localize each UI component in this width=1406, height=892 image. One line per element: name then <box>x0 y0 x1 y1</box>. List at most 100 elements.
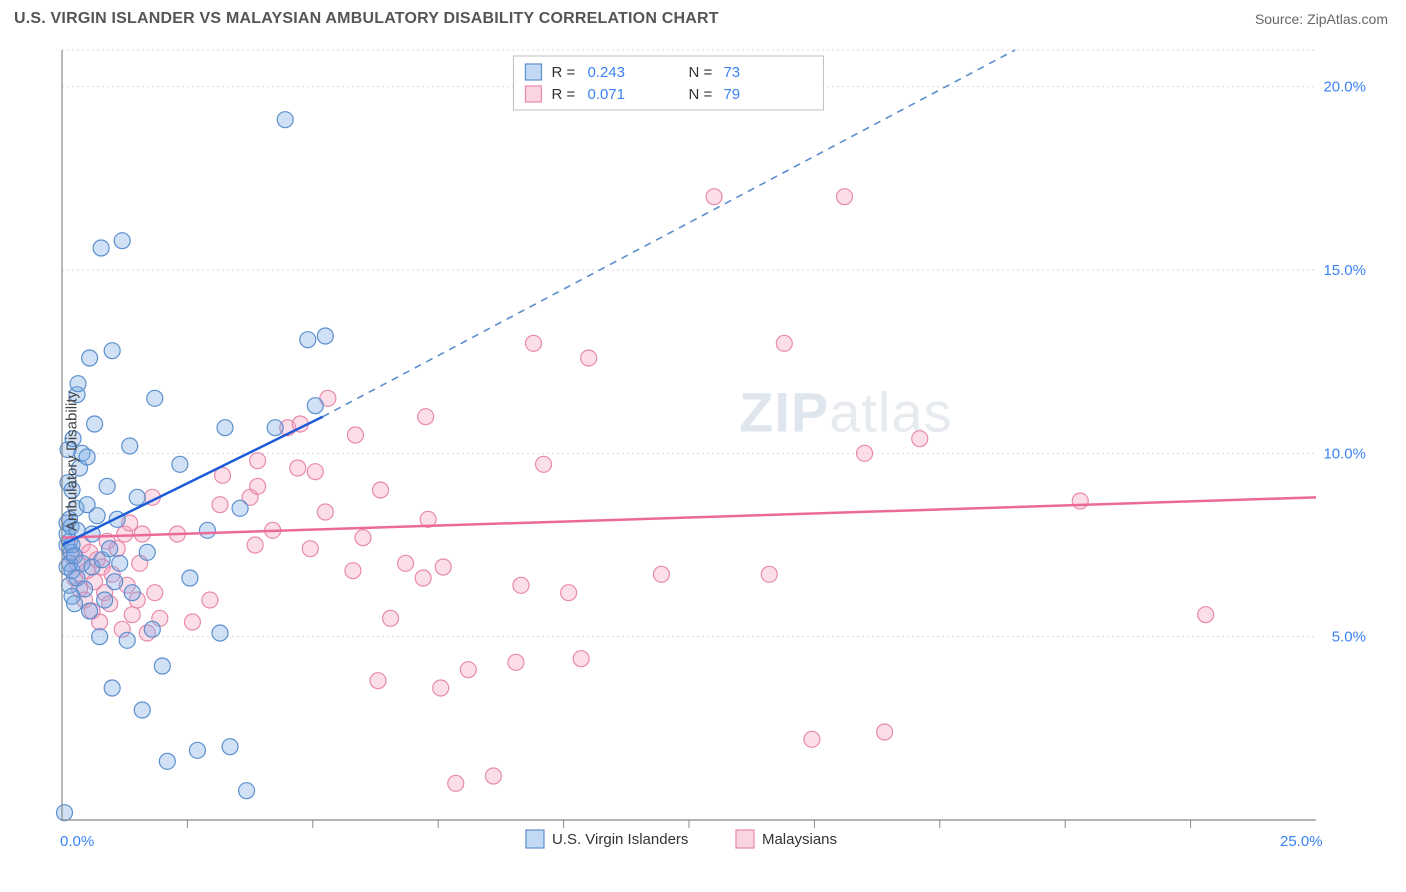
legend-label-a: U.S. Virgin Islanders <box>552 831 688 848</box>
y-tick-label: 10.0% <box>1323 445 1366 462</box>
data-point <box>147 390 163 406</box>
data-point <box>212 625 228 641</box>
data-point <box>302 541 318 557</box>
data-point <box>373 482 389 498</box>
data-point <box>857 445 873 461</box>
data-point <box>836 189 852 205</box>
data-point <box>526 335 542 351</box>
data-point <box>250 453 266 469</box>
data-point <box>415 570 431 586</box>
data-point <box>536 456 552 472</box>
data-point <box>347 427 363 443</box>
data-point <box>448 775 464 791</box>
chart-area: Ambulatory Disability ZIPatlas0.0%25.0%5… <box>14 38 1392 884</box>
svg-text:0.243: 0.243 <box>587 64 625 81</box>
data-point <box>317 504 333 520</box>
data-point <box>93 240 109 256</box>
data-point <box>307 464 323 480</box>
x-tick-start: 0.0% <box>60 833 94 850</box>
data-point <box>1072 493 1088 509</box>
data-point <box>433 680 449 696</box>
data-point <box>77 581 93 597</box>
data-point <box>460 662 476 678</box>
data-point <box>398 555 414 571</box>
data-point <box>139 544 155 560</box>
data-point <box>300 332 316 348</box>
data-point <box>383 610 399 626</box>
data-point <box>247 537 263 553</box>
series-legend: U.S. Virgin Islanders Malaysians <box>526 830 837 848</box>
data-point <box>112 555 128 571</box>
data-point <box>1198 607 1214 623</box>
data-point <box>172 456 188 472</box>
data-point <box>119 632 135 648</box>
legend-r-a: R = <box>551 64 575 81</box>
data-point <box>307 398 323 414</box>
data-point <box>239 783 255 799</box>
data-point <box>67 596 83 612</box>
data-point <box>653 566 669 582</box>
svg-text:0.071: 0.071 <box>587 86 625 103</box>
data-point <box>212 497 228 513</box>
data-point <box>144 621 160 637</box>
data-point <box>124 607 140 623</box>
legend-label-b: Malaysians <box>762 831 837 848</box>
data-point <box>92 629 108 645</box>
data-point <box>508 654 524 670</box>
scatter-chart: ZIPatlas0.0%25.0%5.0%10.0%15.0%20.0%R = … <box>14 38 1374 878</box>
chart-title: U.S. VIRGIN ISLANDER VS MALAYSIAN AMBULA… <box>14 10 719 28</box>
data-point <box>317 328 333 344</box>
data-point <box>129 489 145 505</box>
data-point <box>147 585 163 601</box>
data-point <box>102 541 118 557</box>
data-point <box>290 460 306 476</box>
y-axis-label: Ambulatory Disability <box>64 391 81 531</box>
data-point <box>57 805 73 821</box>
y-tick-label: 15.0% <box>1323 262 1366 279</box>
data-point <box>97 592 113 608</box>
data-point <box>561 585 577 601</box>
data-point <box>107 574 123 590</box>
data-point <box>99 478 115 494</box>
data-point <box>804 731 820 747</box>
data-point <box>154 658 170 674</box>
legend-n-a: N = <box>688 64 712 81</box>
data-point <box>250 478 266 494</box>
data-point <box>189 742 205 758</box>
data-point <box>104 680 120 696</box>
data-point <box>877 724 893 740</box>
data-point <box>79 449 95 465</box>
data-point <box>232 500 248 516</box>
data-point <box>912 431 928 447</box>
data-point <box>122 438 138 454</box>
data-point <box>134 702 150 718</box>
data-point <box>267 420 283 436</box>
data-point <box>435 559 451 575</box>
data-point <box>485 768 501 784</box>
data-point <box>104 343 120 359</box>
data-point <box>82 603 98 619</box>
data-point <box>89 508 105 524</box>
legend-swatch-a <box>525 64 541 80</box>
data-point <box>222 739 238 755</box>
legend-swatch-b <box>525 86 541 102</box>
data-point <box>202 592 218 608</box>
data-point <box>581 350 597 366</box>
y-tick-label: 5.0% <box>1332 629 1366 646</box>
data-point <box>355 530 371 546</box>
data-point <box>370 673 386 689</box>
data-point <box>184 614 200 630</box>
data-point <box>706 189 722 205</box>
y-tick-label: 20.0% <box>1323 79 1366 96</box>
data-point <box>573 651 589 667</box>
x-tick-end: 25.0% <box>1280 833 1323 850</box>
data-point <box>124 585 140 601</box>
data-point <box>513 577 529 593</box>
data-point <box>418 409 434 425</box>
data-point <box>761 566 777 582</box>
data-point <box>277 112 293 128</box>
data-point <box>159 753 175 769</box>
data-point <box>114 233 130 249</box>
legend-r-b: R = <box>551 86 575 103</box>
data-point <box>776 335 792 351</box>
